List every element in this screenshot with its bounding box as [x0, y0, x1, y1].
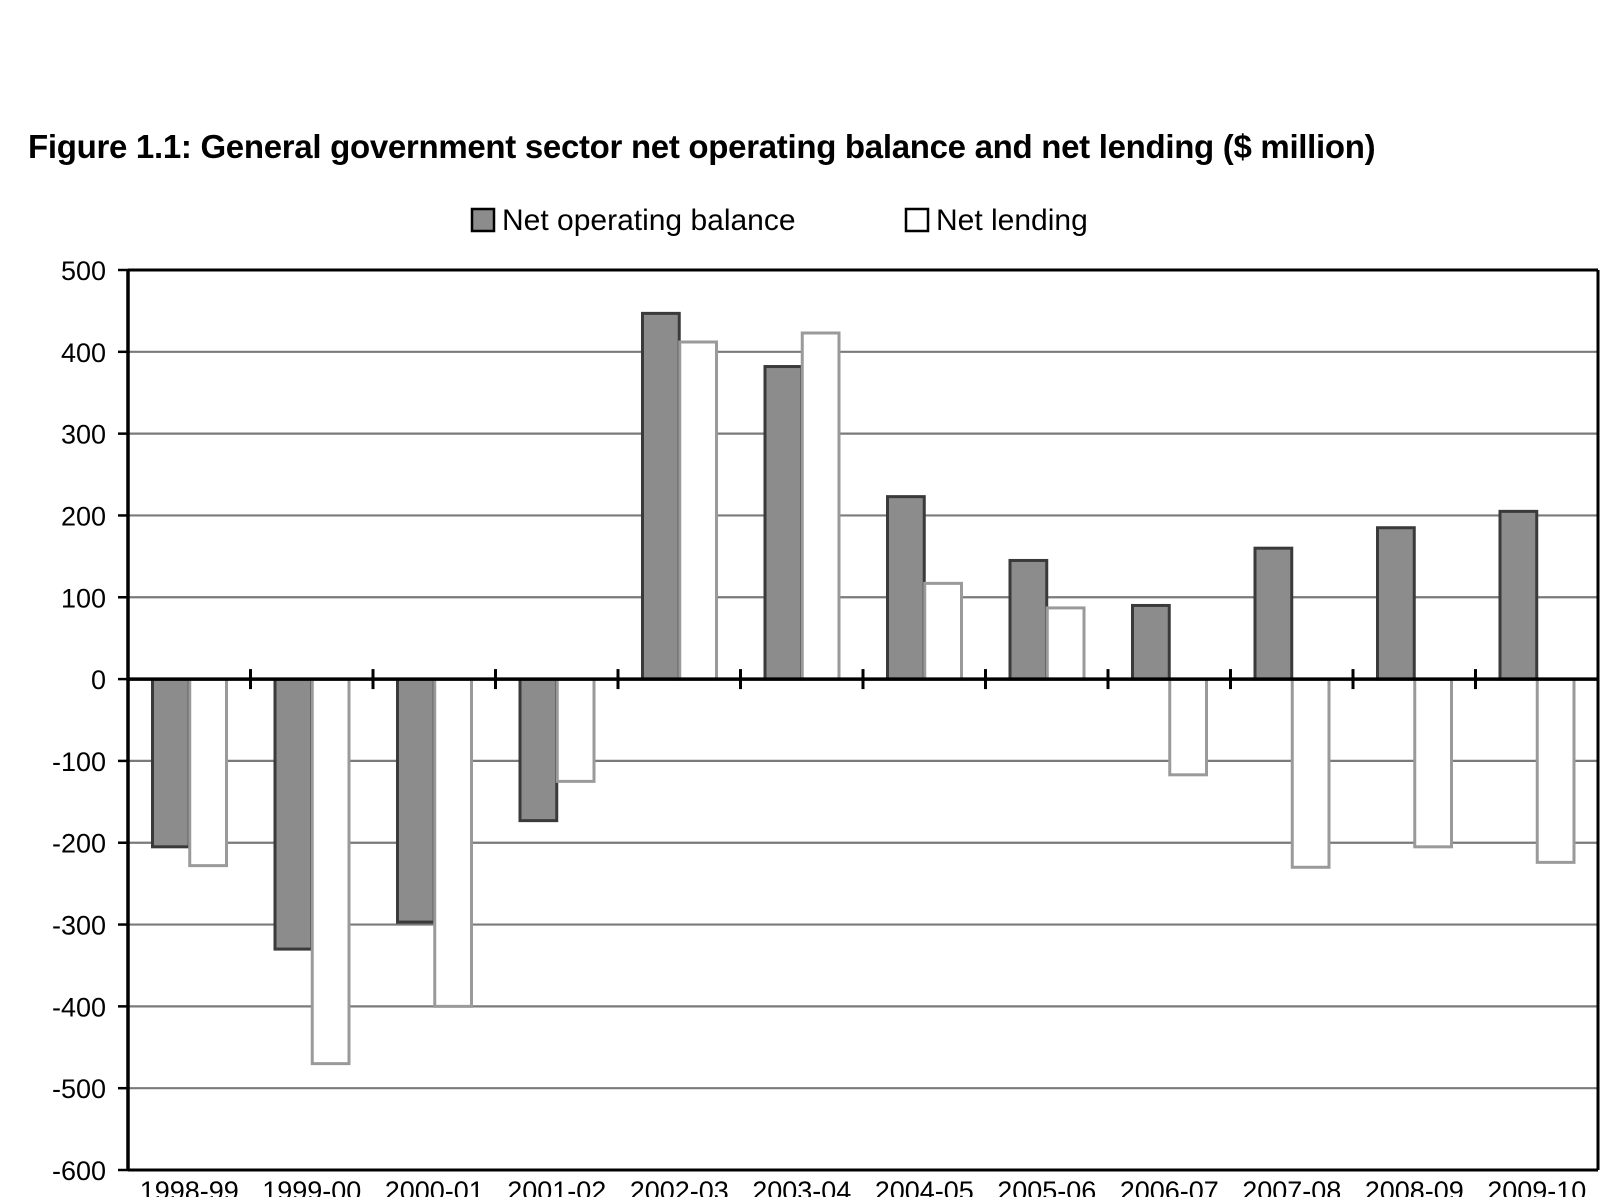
x-tick-label: 2001-02 — [507, 1176, 606, 1197]
x-tick-labels: 1998-99 1999-00 2000-01 2001-02 2002-03 2003-… — [140, 1176, 1587, 1197]
x-tick-label: 2004-05 — [875, 1176, 974, 1197]
y-tick-label: 300 — [61, 420, 106, 450]
bar-net-operating-balance — [518, 677, 559, 823]
x-tick-label: 2006-07 — [1120, 1176, 1219, 1197]
gridlines — [128, 350, 1598, 1090]
chart-axes — [118, 268, 1600, 1172]
y-tick-label: 0 — [91, 665, 106, 695]
bar-net-lending — [188, 677, 228, 868]
bar-net-operating-balance — [763, 365, 804, 681]
y-tick-label: -100 — [52, 747, 106, 777]
bar-net-operating-balance — [1008, 558, 1049, 681]
x-tick-label: 2003-04 — [752, 1176, 851, 1197]
bar-net-operating-balance — [1253, 546, 1294, 681]
bar-net-operating-balance — [151, 677, 191, 849]
y-tick-label: -500 — [52, 1074, 106, 1104]
y-tick-label: -400 — [52, 992, 106, 1022]
x-tick-label: 2007-08 — [1242, 1176, 1341, 1197]
bar-net-lending — [433, 677, 473, 1008]
bar-net-lending — [678, 340, 718, 681]
bar-net-lending — [1535, 677, 1576, 864]
x-tick-label: 2009-10 — [1487, 1176, 1586, 1197]
x-tick-label: 2005-06 — [997, 1176, 1096, 1197]
legend-swatch-net-lending — [904, 207, 930, 233]
y-tick-labels: 500 400 300 200 100 0 -100 -200 -300 -400 -500 -600 — [52, 256, 106, 1186]
bar-net-lending — [555, 677, 596, 783]
figure-title: Figure 1.1: General government sector ne… — [28, 128, 1376, 165]
bar-net-lending — [310, 677, 351, 1066]
x-tick-label: 2000-01 — [385, 1176, 484, 1197]
bar-net-operating-balance — [1376, 526, 1416, 681]
legend-label-net-lending: Net lending — [936, 204, 1088, 237]
bar-net-operating-balance — [396, 677, 436, 924]
y-tick-label: 100 — [61, 583, 106, 613]
bar-net-lending — [1168, 677, 1208, 777]
legend-swatch-net-operating-balance — [470, 207, 496, 233]
y-tick-label: -600 — [52, 1156, 106, 1186]
bar-net-operating-balance — [641, 311, 681, 681]
y-tick-label: 500 — [61, 256, 106, 286]
bar-net-operating-balance — [886, 495, 926, 681]
bar-net-operating-balance — [273, 677, 314, 951]
bar-net-operating-balance — [1131, 603, 1171, 681]
x-tick-label: 1999-00 — [262, 1176, 361, 1197]
bar-net-lending — [1413, 677, 1453, 849]
x-tick-label: 2008-09 — [1365, 1176, 1464, 1197]
chart-legend: Net operating balance Net lending — [470, 204, 1088, 237]
legend-label-net-operating-balance: Net operating balance — [502, 204, 796, 237]
x-tick-label: 2002-03 — [630, 1176, 729, 1197]
y-tick-label: 400 — [61, 338, 106, 368]
y-tick-label: 200 — [61, 501, 106, 531]
bar-net-lending — [1290, 677, 1331, 869]
bar-net-operating-balance — [1498, 509, 1539, 681]
y-tick-label: -300 — [52, 911, 106, 941]
x-tick-label: 1998-99 — [140, 1176, 239, 1197]
chart-bars — [151, 311, 1576, 1066]
y-tick-label: -200 — [52, 829, 106, 859]
bar-net-lending — [1045, 606, 1086, 681]
bar-net-lending — [923, 581, 963, 681]
bar-net-lending — [800, 331, 841, 681]
